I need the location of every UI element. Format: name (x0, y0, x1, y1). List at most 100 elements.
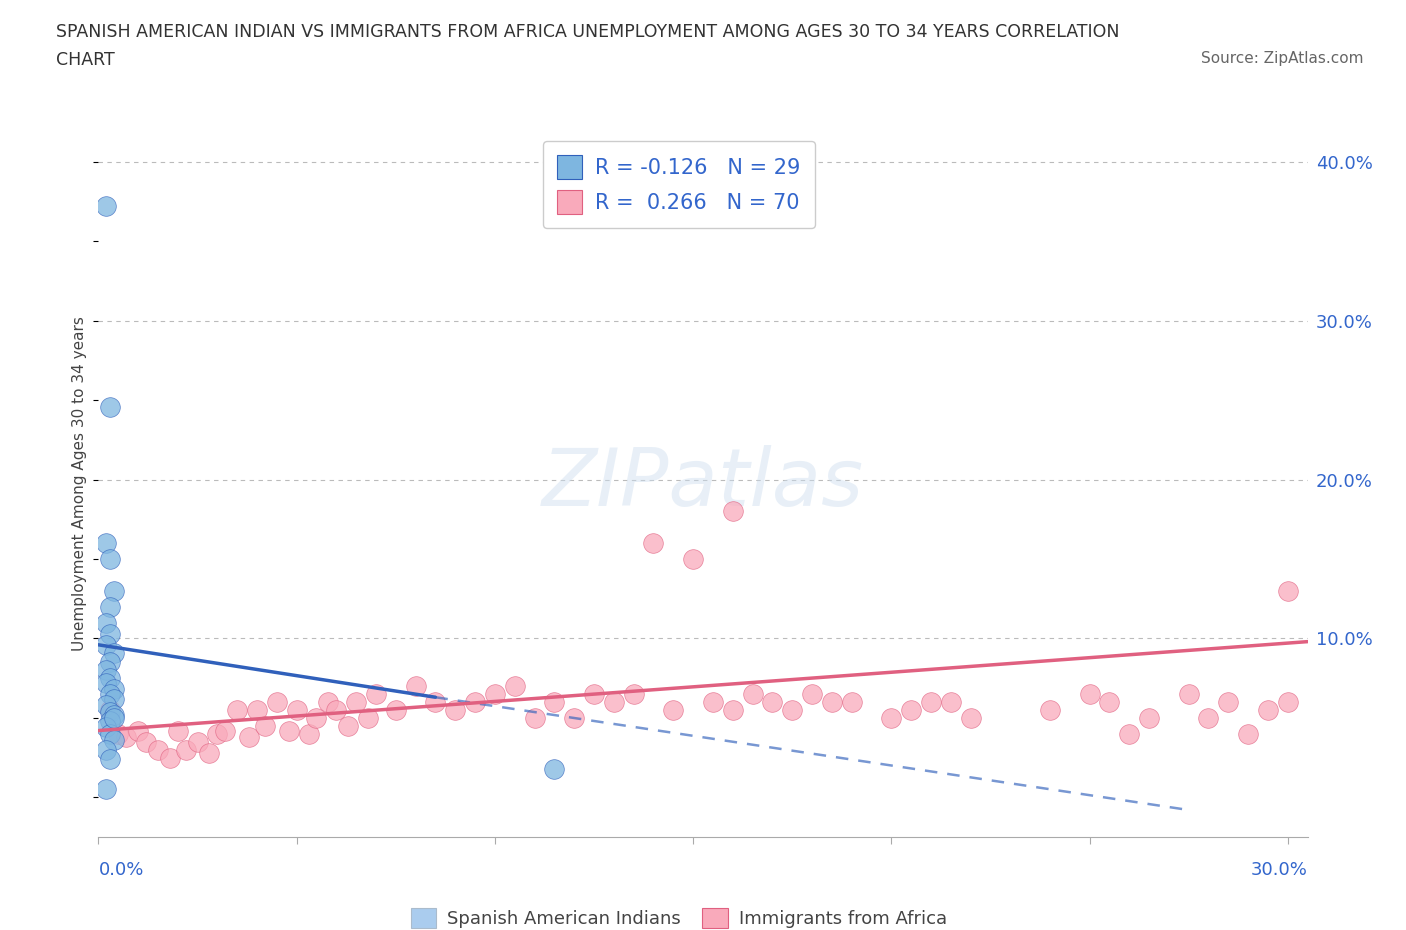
Point (238, 729, 260, 744)
Point (444, 702, 467, 717)
Point (159, 751, 181, 765)
Point (98, 626, 121, 641)
Point (1257, 702, 1279, 717)
Point (523, 711, 546, 725)
Point (318, 695, 340, 710)
Point (198, 745, 221, 760)
Point (96, 536, 118, 551)
Point (96, 698, 118, 712)
Point (543, 695, 565, 710)
Point (702, 695, 724, 710)
Point (103, 733, 125, 748)
Point (266, 695, 288, 710)
Point (405, 679, 427, 694)
Text: CHART: CHART (56, 51, 115, 69)
Point (1078, 686, 1101, 701)
Point (285, 702, 308, 717)
Point (166, 724, 188, 738)
Point (96, 782, 118, 797)
Point (98, 551, 121, 566)
Point (682, 551, 704, 566)
Point (98, 726, 121, 741)
Point (186, 735, 208, 750)
Point (603, 695, 626, 710)
Point (325, 702, 347, 717)
Text: Source: ZipAtlas.com: Source: ZipAtlas.com (1201, 51, 1364, 66)
Point (1118, 726, 1140, 741)
Point (1177, 686, 1199, 701)
Point (103, 645, 125, 660)
Point (344, 695, 367, 710)
Point (484, 686, 506, 701)
Point (98, 702, 121, 717)
Point (96, 199, 118, 214)
Point (1039, 702, 1062, 717)
Point (920, 695, 942, 710)
Point (135, 735, 157, 750)
Point (96, 720, 118, 735)
Point (96, 615, 118, 630)
Point (939, 695, 962, 710)
Point (1198, 711, 1220, 725)
Point (562, 711, 585, 725)
Point (1218, 695, 1240, 710)
Point (127, 724, 149, 738)
Point (821, 695, 844, 710)
Point (214, 724, 236, 738)
Point (384, 702, 406, 717)
Point (96, 663, 118, 678)
Text: SPANISH AMERICAN INDIAN VS IMMIGRANTS FROM AFRICA UNEMPLOYMENT AMONG AGES 30 TO : SPANISH AMERICAN INDIAN VS IMMIGRANTS FR… (56, 23, 1119, 41)
Point (623, 686, 645, 701)
Point (103, 707, 125, 722)
Point (253, 718, 276, 733)
Point (959, 711, 981, 725)
Point (662, 702, 685, 717)
Point (96, 637, 118, 652)
Point (277, 724, 299, 738)
Point (1098, 695, 1121, 710)
Point (115, 729, 138, 744)
Point (98, 655, 121, 670)
Text: 30.0%: 30.0% (1251, 860, 1308, 879)
Point (96, 742, 118, 757)
Point (880, 711, 903, 725)
Point (464, 695, 486, 710)
Point (174, 742, 197, 757)
Point (103, 583, 125, 598)
Point (103, 711, 125, 725)
Point (761, 695, 783, 710)
Point (1277, 583, 1299, 598)
Point (103, 691, 125, 706)
Point (721, 504, 744, 519)
Y-axis label: Unemployment Among Ages 30 to 34 years: Unemployment Among Ages 30 to 34 years (72, 316, 87, 651)
Point (337, 718, 360, 733)
Point (98, 704, 121, 719)
Point (297, 726, 319, 741)
Point (98, 686, 121, 701)
Point (643, 536, 665, 551)
Point (305, 711, 328, 725)
Point (1237, 726, 1260, 741)
Point (357, 711, 380, 725)
Text: 0.0%: 0.0% (98, 860, 143, 879)
Point (103, 682, 125, 697)
Point (780, 702, 803, 717)
Point (841, 695, 863, 710)
Point (146, 742, 169, 757)
Point (98, 751, 121, 766)
Point (503, 679, 526, 694)
Point (801, 686, 824, 701)
Point (900, 702, 922, 717)
Point (98, 713, 121, 728)
Point (582, 686, 605, 701)
Legend: Spanish American Indians, Immigrants from Africa: Spanish American Indians, Immigrants fro… (402, 898, 956, 930)
Point (207, 726, 229, 741)
Point (226, 702, 249, 717)
Point (1137, 711, 1160, 725)
Point (98, 671, 121, 685)
Point (98, 399, 121, 414)
Point (425, 695, 447, 710)
Point (364, 686, 387, 701)
Point (741, 686, 763, 701)
Point (107, 726, 129, 741)
